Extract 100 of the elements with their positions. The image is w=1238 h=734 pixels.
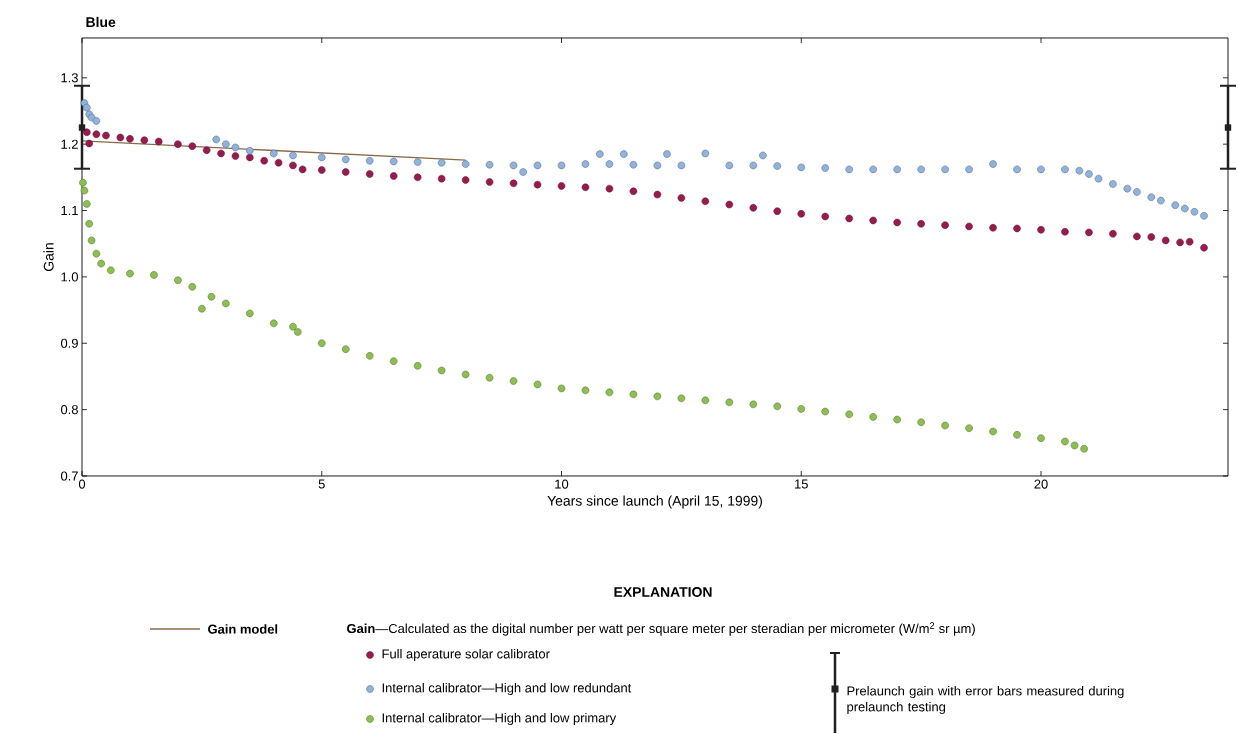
point: [917, 220, 925, 228]
point: [701, 197, 710, 205]
point: [917, 418, 925, 426]
point: [188, 283, 197, 291]
point: [198, 305, 206, 313]
text: Gain—Calculated as the digital number per watt per square meter per steradian per micrometer (W/m$^{2}$ sr µm): [347, 622, 975, 636]
point: [797, 210, 806, 218]
point: [154, 137, 163, 146]
point: [1085, 228, 1093, 237]
point: [1224, 124, 1232, 131]
point: [1200, 212, 1208, 220]
x-tick-label: 5: [318, 479, 325, 489]
point: [246, 309, 254, 318]
point: [289, 161, 297, 170]
point: [1185, 237, 1194, 246]
point: [893, 415, 901, 424]
point: [318, 166, 326, 174]
point: [1190, 208, 1199, 216]
point: [725, 200, 734, 209]
point: [231, 152, 240, 160]
point: [620, 150, 628, 158]
point: [605, 388, 614, 397]
point: [1147, 193, 1156, 202]
point: [85, 220, 93, 228]
point: [92, 249, 101, 258]
x-tick-label: 20: [1034, 479, 1048, 489]
point: [605, 184, 614, 193]
point: [102, 131, 110, 140]
point: [92, 130, 101, 138]
point: [1176, 238, 1184, 247]
point: [87, 236, 96, 245]
point: [126, 135, 134, 143]
y-tick-label: 1.2: [61, 139, 78, 149]
point: [989, 224, 997, 232]
point: [509, 161, 518, 170]
point: [581, 183, 590, 192]
point: [557, 182, 566, 190]
point: [1013, 165, 1021, 174]
point: [797, 405, 806, 413]
point: [341, 168, 350, 176]
legend-title: EXPLANATION: [614, 587, 712, 597]
point: [533, 380, 542, 389]
point: [749, 161, 758, 170]
point: [821, 407, 829, 416]
point: [759, 151, 767, 160]
x-tick-label: 15: [795, 479, 808, 489]
point: [270, 319, 278, 328]
point: [677, 194, 686, 202]
point: [461, 176, 470, 184]
point: [83, 128, 91, 136]
point: [629, 390, 638, 399]
point: [341, 155, 350, 164]
point: [1171, 201, 1180, 209]
point: [1075, 166, 1084, 175]
point: [509, 377, 518, 385]
point: [83, 103, 91, 112]
point: [485, 374, 494, 382]
x-tick-label: 0: [78, 479, 86, 489]
point: [917, 165, 925, 174]
point: [965, 165, 973, 174]
point: [629, 187, 638, 196]
point: [294, 328, 302, 336]
point: [461, 370, 470, 379]
point: [869, 413, 877, 421]
point: [893, 218, 901, 227]
point: [893, 165, 901, 174]
point: [126, 269, 134, 278]
point: [318, 153, 326, 162]
point: [557, 384, 566, 393]
point: [461, 160, 470, 168]
point: [260, 157, 268, 165]
point: [1181, 204, 1189, 213]
point: [1037, 165, 1045, 174]
point: [1037, 226, 1045, 234]
point: [413, 362, 422, 370]
legend-label: Internal calibrator—High and low primary: [382, 712, 617, 726]
point: [533, 180, 542, 189]
point: [1133, 188, 1141, 196]
point: [1157, 196, 1165, 205]
point: [1070, 441, 1079, 450]
point: [1147, 233, 1156, 241]
point: [107, 266, 115, 275]
legend-label: Prelaunch gain with error bars measured during prelaunch testing: [847, 685, 1124, 714]
point: [725, 161, 734, 170]
point: [289, 151, 297, 160]
point: [202, 146, 211, 154]
point: [773, 162, 782, 170]
point: [318, 339, 326, 348]
point: [1061, 228, 1069, 236]
point: [365, 352, 374, 360]
point: [581, 386, 590, 395]
point: [677, 161, 686, 170]
point: [797, 163, 806, 172]
point: [845, 410, 853, 419]
point: [509, 179, 518, 188]
point: [1200, 243, 1208, 252]
y-axis-title: Gain: [43, 243, 54, 272]
point: [365, 170, 374, 178]
y-tick-label: 0.7: [60, 471, 78, 481]
point: [749, 400, 758, 409]
